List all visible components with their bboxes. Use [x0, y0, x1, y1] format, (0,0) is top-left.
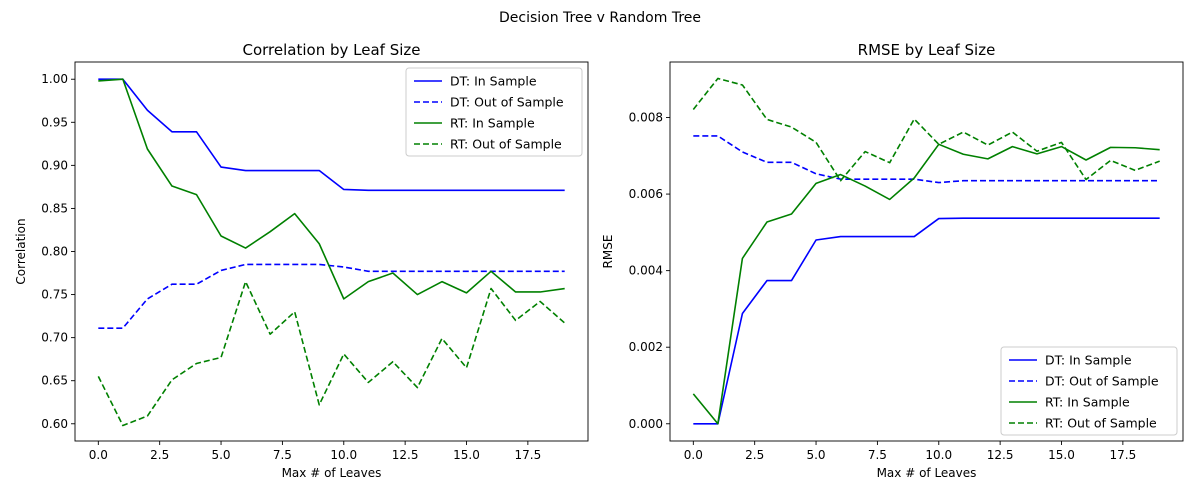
correlation-y-tick-label: 0.65 [41, 374, 68, 388]
correlation-x-tick-label: 5.0 [211, 448, 230, 462]
correlation-y-tick-label: 0.95 [41, 115, 68, 129]
correlation-x-tick-label: 15.0 [453, 448, 480, 462]
correlation-legend-box [405, 67, 583, 157]
correlation-y-tick-label: 1.00 [41, 72, 68, 86]
rmse-chart: RMSE by Leaf Size 0.0 2.5 5.0 7.5 10.0 12.5 15.… [601, 41, 1184, 480]
correlation-series-rt-out-of-sample [97, 280, 566, 427]
rmse-series-rt-out-of-sample [692, 77, 1160, 182]
rmse-x-tick-label: 15.0 [1048, 448, 1075, 462]
rmse-x-tick-label: 17.5 [1110, 448, 1137, 462]
correlation-series-dt-out-of-sample [98, 263, 565, 329]
correlation-series-dt-in-sample [98, 78, 565, 192]
rmse-x-tick-label: 5.0 [806, 448, 825, 462]
rmse-chart-title: RMSE by Leaf Size [858, 41, 996, 59]
rmse-series-group [692, 77, 1160, 425]
correlation-x-axis-label: Max # of Leaves [282, 466, 382, 480]
correlation-y-tick-label: 0.90 [41, 158, 68, 172]
rmse-y-tick-label: 0.000 [629, 417, 663, 431]
correlation-chart-title: Correlation by Leaf Size [242, 41, 420, 59]
rmse-x-axis-label: Max # of Leaves [877, 466, 977, 480]
correlation-x-tick-label: 17.5 [515, 448, 542, 462]
correlation-y-tick-label: 0.75 [41, 288, 68, 302]
correlation-y-tick-label: 0.80 [41, 245, 68, 259]
rmse-x-tick-label: 12.5 [987, 448, 1014, 462]
correlation-y-tick-label: 0.70 [41, 331, 68, 345]
rmse-series-rt-in-sample [692, 143, 1160, 425]
rmse-x-tick-label: 7.5 [868, 448, 887, 462]
correlation-legend-label: RT: In Sample [450, 116, 535, 131]
rmse-legend-label: DT: Out of Sample [1045, 374, 1159, 389]
correlation-x-tick-label: 2.5 [150, 448, 169, 462]
rmse-legend-label: RT: In Sample [1045, 395, 1130, 410]
correlation-x-tick-label: 12.5 [392, 448, 419, 462]
correlation-y-axis-label: Correlation [14, 218, 28, 284]
rmse-y-tick-label: 0.004 [629, 264, 663, 278]
rmse-x-tick-label: 0.0 [684, 448, 703, 462]
rmse-y-axis-label: RMSE [601, 235, 615, 269]
rmse-legend-label: DT: In Sample [1045, 353, 1132, 368]
figure-suptitle: Decision Tree v Random Tree [499, 10, 701, 26]
rmse-y-tick-label: 0.008 [629, 111, 663, 125]
correlation-series-rt-in-sample [98, 78, 565, 300]
correlation-x-tick-label: 7.5 [273, 448, 292, 462]
correlation-y-tick-label: 0.85 [41, 201, 68, 215]
correlation-x-tick-label: 10.0 [330, 448, 357, 462]
rmse-y-tick-label: 0.002 [629, 340, 663, 354]
rmse-plot-frame [669, 61, 1184, 442]
correlation-x-tick-label: 0.0 [89, 448, 108, 462]
correlation-legend: DT: In Sample DT: Out of Sample RT: In Sam… [405, 67, 583, 157]
rmse-x-tick-label: 2.5 [745, 448, 764, 462]
correlation-chart: Correlation by Leaf Size 0.0 2.5 5.0 7.5 10.0… [14, 41, 589, 480]
rmse-y-tick-label: 0.006 [629, 187, 663, 201]
rmse-legend: DT: In Sample DT: Out of Sample RT: In Sam… [1000, 346, 1178, 436]
correlation-y-tick-label: 0.60 [41, 417, 68, 431]
correlation-series-group [97, 78, 566, 427]
correlation-legend-label: RT: Out of Sample [450, 137, 562, 152]
rmse-series-dt-out-of-sample [693, 135, 1160, 184]
rmse-series-dt-in-sample [693, 217, 1160, 425]
correlation-legend-label: DT: In Sample [450, 74, 537, 89]
correlation-legend-label: DT: Out of Sample [450, 95, 564, 110]
rmse-legend-box [1000, 346, 1178, 436]
rmse-legend-label: RT: Out of Sample [1045, 416, 1157, 431]
rmse-x-tick-label: 10.0 [925, 448, 952, 462]
